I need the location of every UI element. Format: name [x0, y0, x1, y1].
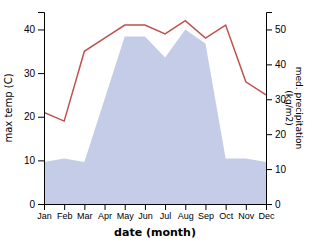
tick-label: Sep — [198, 211, 214, 221]
tick-label: Nov — [238, 211, 255, 221]
area — [44, 29, 266, 204]
marks — [44, 21, 266, 204]
tick: 50 — [266, 24, 287, 35]
tick-label: Mar — [77, 211, 93, 221]
tick: Jul — [160, 204, 172, 221]
tick-mark — [38, 204, 44, 205]
tick: 0 — [29, 199, 44, 210]
tick-mark — [125, 204, 126, 210]
tick-mark — [266, 169, 272, 170]
tick-mark — [205, 204, 206, 210]
y-axis-title: max temp (C) — [3, 73, 14, 142]
y2-axis-title-line: med. precipitation — [294, 67, 304, 149]
tick: Mar — [77, 204, 93, 221]
axis-line — [38, 13, 45, 205]
tick-mark — [38, 160, 44, 161]
tick-mark — [105, 204, 106, 210]
chart: JanFebMarAprMayJunJulAugSepOctNovDec0102… — [0, 0, 318, 242]
tick-mark — [266, 64, 272, 65]
tick-label: 20 — [275, 129, 287, 140]
tick: 20 — [24, 111, 44, 122]
tick-mark — [84, 204, 85, 210]
x-axis: Jan Feb Mar Apr MayJun Jul Aug Sep Oct NovDec — [37, 204, 275, 221]
tick: 40 — [266, 59, 287, 70]
tick: 20 — [266, 129, 287, 140]
tick-label: 0 — [29, 199, 35, 210]
tick-label: Aug — [178, 211, 194, 221]
tick-mark — [266, 134, 272, 135]
tick-label: May — [117, 211, 135, 221]
tick: Jun — [138, 204, 153, 221]
tick: Apr — [98, 204, 112, 221]
tick-label: Jul — [160, 211, 172, 221]
tick-label: Jan — [37, 211, 52, 221]
x-axis-title: date (month) — [114, 226, 196, 239]
tick-label: Apr — [98, 211, 112, 221]
tick-label: Feb — [57, 211, 73, 221]
tick-mark — [266, 99, 272, 100]
tick: Feb — [57, 204, 73, 221]
tick-mark — [38, 29, 44, 30]
tick-mark — [266, 204, 272, 205]
line — [44, 21, 266, 121]
tick-mark — [266, 29, 272, 30]
tick-label: Dec — [258, 211, 275, 221]
tick: Dec — [258, 204, 275, 221]
y2-axis-title-line: (kg/m2) — [284, 90, 294, 125]
tick-mark — [38, 117, 44, 118]
tick-mark — [226, 204, 227, 210]
tick: May — [117, 204, 135, 221]
tick-mark — [165, 204, 166, 210]
tick: Oct — [219, 204, 234, 221]
tick-label: 40 — [275, 59, 287, 70]
tick-mark — [185, 204, 186, 210]
tick-label: 40 — [24, 24, 36, 35]
tick-label: Oct — [219, 211, 234, 221]
y-axis: 0 10 20 30 40 — [24, 13, 45, 210]
tick: 30 — [24, 68, 44, 79]
tick-mark — [246, 204, 247, 210]
tick-label: Jun — [138, 211, 153, 221]
y2-axis: 0 10 20 30 40 50 — [266, 13, 287, 210]
tick: Jan — [37, 204, 52, 221]
tick: Aug — [178, 204, 194, 221]
tick-mark — [64, 204, 65, 210]
tick-label: 30 — [24, 68, 36, 79]
y2-axis-title: med. precipitation(kg/m2) — [284, 67, 304, 149]
plot: JanFebMarAprMayJunJulAugSepOctNovDec0102… — [24, 13, 287, 222]
tick: 10 — [24, 155, 44, 166]
tick-mark — [38, 73, 44, 74]
tick-mark — [145, 204, 146, 210]
tick: 10 — [266, 164, 287, 175]
tick-label: 50 — [275, 24, 287, 35]
tick: 30 — [266, 94, 287, 105]
tick: 40 — [24, 24, 44, 35]
tick: 0 — [266, 199, 281, 210]
tick: Nov — [238, 204, 255, 221]
axis-line — [267, 13, 273, 205]
tick: Sep — [198, 204, 214, 221]
axis-line — [45, 205, 267, 211]
tick-label: 20 — [24, 111, 36, 122]
tick-label: 0 — [275, 199, 281, 210]
tick-label: 10 — [275, 164, 287, 175]
tick-label: 10 — [24, 155, 36, 166]
